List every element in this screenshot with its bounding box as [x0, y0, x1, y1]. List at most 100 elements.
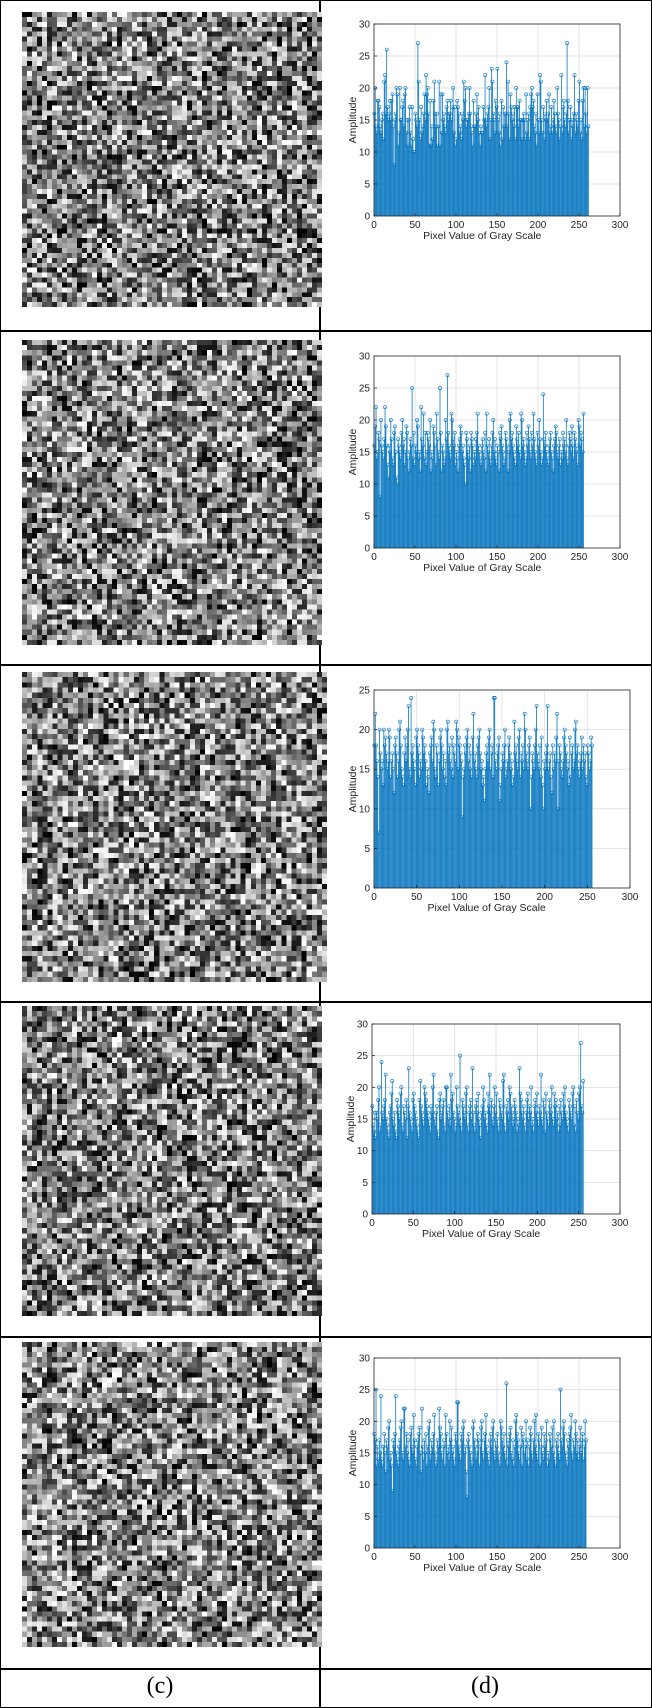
marker-point	[404, 1098, 409, 1102]
x-tick-label: 100	[446, 1218, 463, 1229]
marker-point	[459, 759, 464, 764]
marker-point	[449, 767, 454, 772]
marker-point	[491, 111, 496, 116]
marker-point	[509, 759, 514, 764]
marker-point	[477, 1117, 481, 1121]
marker-point	[425, 767, 430, 772]
marker-point	[417, 1098, 422, 1102]
y-tick-label: 10	[357, 1146, 369, 1157]
x-tick-label: 50	[408, 1218, 420, 1229]
x-tick-label: 200	[530, 552, 547, 563]
x-tick-label: 200	[530, 1552, 547, 1563]
marker-point	[516, 735, 521, 740]
marker-point	[553, 424, 558, 429]
marker-point	[458, 751, 463, 756]
marker-point	[407, 1110, 412, 1115]
marker-point	[529, 92, 533, 97]
marker-point	[379, 1060, 384, 1064]
y-tick-label: 10	[359, 1480, 371, 1491]
marker-point	[575, 1438, 580, 1443]
marker-point	[422, 743, 427, 748]
marker-point	[552, 1091, 557, 1096]
marker-point	[439, 743, 444, 748]
marker-point	[387, 1419, 392, 1424]
marker-point	[563, 450, 568, 454]
marker-point	[538, 775, 543, 780]
marker-point	[547, 1098, 552, 1102]
marker-point	[415, 418, 419, 422]
marker-point	[466, 759, 471, 764]
marker-point	[414, 1117, 419, 1121]
marker-point	[464, 1085, 469, 1090]
marker-point	[438, 430, 443, 435]
marker-point	[479, 1419, 484, 1424]
marker-point	[459, 430, 464, 435]
marker-point	[564, 418, 569, 422]
marker-point	[513, 1104, 518, 1109]
marker-point	[568, 1425, 573, 1430]
y-tick-label: 0	[364, 1544, 370, 1555]
marker-point	[539, 1072, 543, 1077]
marker-point	[585, 743, 590, 748]
marker-point	[529, 1085, 534, 1090]
marker-point	[518, 1444, 523, 1449]
marker-point	[415, 424, 420, 429]
marker-point	[475, 118, 480, 122]
marker-point	[397, 86, 402, 90]
marker-point	[411, 1091, 416, 1096]
x-tick-label: 250	[570, 1218, 587, 1229]
y-tick-label: 0	[362, 1210, 368, 1221]
marker-point	[507, 735, 512, 740]
marker-point	[440, 1104, 445, 1109]
marker-point	[581, 411, 586, 416]
marker-point	[394, 1451, 399, 1455]
marker-point	[579, 751, 583, 756]
encrypted-image-1	[22, 12, 322, 307]
marker-point	[509, 767, 513, 772]
marker-point	[437, 1098, 442, 1102]
marker-point	[451, 743, 456, 748]
marker-point	[428, 418, 433, 422]
marker-point	[415, 727, 419, 732]
marker-point	[419, 405, 424, 410]
marker-point	[522, 450, 527, 454]
marker-point	[435, 751, 440, 756]
x-tick-label: 0	[371, 552, 377, 563]
marker-point	[423, 1451, 428, 1455]
marker-point	[433, 1451, 437, 1455]
marker-point	[558, 124, 563, 129]
marker-point	[490, 430, 495, 435]
marker-point	[449, 411, 454, 416]
marker-point	[557, 443, 561, 448]
marker-point	[489, 1098, 494, 1102]
marker-point	[576, 418, 581, 422]
marker-point	[579, 1438, 584, 1443]
marker-point	[514, 1110, 519, 1115]
marker-point	[379, 1394, 383, 1398]
x-tick-label: 50	[409, 1552, 421, 1563]
marker-point	[515, 1432, 519, 1436]
marker-point	[403, 86, 408, 90]
marker-point	[571, 1085, 576, 1090]
marker-point	[465, 1438, 470, 1443]
marker-point	[475, 92, 479, 97]
marker-point	[565, 41, 570, 46]
marker-point	[406, 1066, 411, 1071]
marker-point	[547, 92, 551, 97]
marker-point	[538, 450, 543, 454]
marker-point	[525, 1098, 529, 1102]
marker-point	[558, 751, 563, 756]
marker-point	[471, 711, 476, 716]
marker-point	[491, 1419, 496, 1424]
marker-point	[435, 437, 440, 442]
marker-point	[398, 719, 402, 724]
marker-point	[404, 130, 409, 135]
marker-point	[425, 86, 430, 90]
marker-point	[424, 1432, 428, 1436]
marker-point	[481, 1085, 486, 1090]
marker-point	[450, 105, 455, 110]
marker-point	[392, 1123, 396, 1128]
marker-point	[460, 1098, 465, 1102]
marker-point	[547, 437, 552, 442]
marker-point	[494, 105, 499, 110]
